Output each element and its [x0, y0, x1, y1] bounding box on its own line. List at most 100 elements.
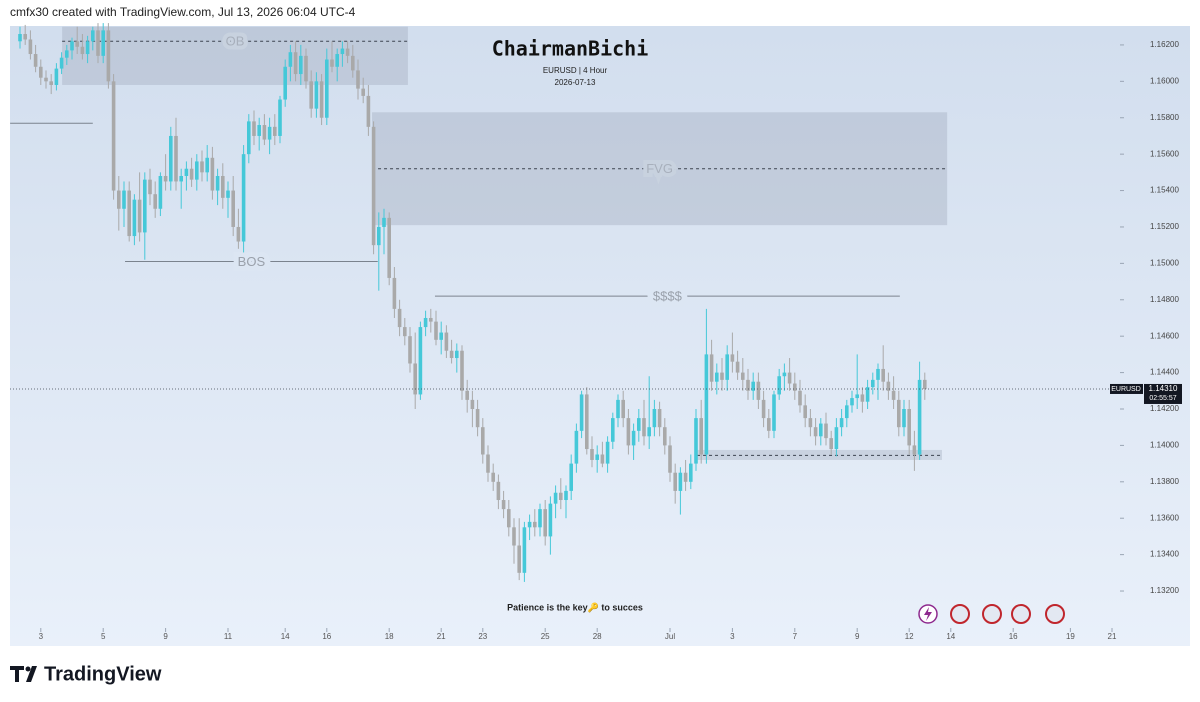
candle-body: [387, 217, 391, 278]
logo-mark: [10, 666, 37, 682]
candle-body: [298, 55, 303, 75]
chart-subtitle: EURUSD | 4 Hour: [543, 66, 608, 75]
candle-body: [912, 445, 917, 455]
candle-body: [865, 387, 870, 402]
candle-body: [184, 168, 189, 176]
level-label: $$$$: [653, 289, 683, 304]
candle-body: [304, 55, 308, 82]
candle-body: [886, 381, 891, 391]
candle-body: [267, 126, 272, 140]
candle-body: [101, 30, 105, 56]
candle-body: [127, 190, 131, 237]
x-tick-label: 9: [163, 632, 168, 641]
x-tick-label: 28: [593, 632, 602, 641]
candle-body: [683, 472, 688, 482]
candle-body: [340, 48, 345, 55]
candle-body: [787, 372, 792, 384]
candle-body: [766, 418, 771, 431]
candle-body: [574, 430, 579, 464]
candle-body: [538, 509, 542, 528]
candle-body: [314, 81, 319, 109]
candle-body: [480, 427, 485, 455]
candle-body: [44, 77, 48, 82]
candle-body: [75, 41, 79, 47]
candle-body: [808, 418, 813, 428]
candle-body: [366, 95, 371, 127]
candle-body: [662, 427, 667, 446]
x-tick-label: 19: [1066, 632, 1075, 641]
candle-body: [142, 179, 147, 233]
candle-body: [283, 66, 287, 100]
candle-body: [486, 454, 490, 473]
y-tick-label: 1.14000: [1150, 441, 1179, 450]
x-tick-label: 11: [224, 632, 233, 641]
candle-body: [720, 372, 724, 380]
candle-body: [678, 472, 683, 491]
candle-body: [704, 354, 709, 455]
candle-body: [460, 350, 464, 391]
x-tick-label: 21: [437, 632, 446, 641]
zone-label: FVG: [646, 161, 673, 176]
candle-body: [673, 472, 677, 491]
event-icon: [982, 604, 1002, 624]
y-tick-label: 1.15800: [1150, 113, 1179, 122]
candle-body: [595, 454, 599, 460]
candle-body: [517, 545, 521, 573]
candle-body: [70, 41, 74, 51]
y-tick-label: 1.14600: [1150, 331, 1179, 340]
y-tick-label: 1.13600: [1150, 513, 1179, 522]
chart-date: 2026-07-13: [555, 78, 596, 87]
candle-body: [413, 363, 417, 395]
candle-body: [761, 399, 766, 419]
candle-body: [148, 179, 152, 195]
candle-body: [444, 332, 449, 351]
candle-body: [844, 405, 849, 419]
candle-body: [626, 418, 631, 446]
candle-body: [262, 125, 267, 140]
candle-body: [870, 379, 875, 388]
candle-body: [392, 277, 397, 309]
candle-body: [397, 308, 402, 328]
candle-body: [278, 99, 282, 136]
candle-body: [543, 509, 547, 537]
candle-body: [241, 154, 246, 242]
candle-body: [579, 394, 584, 431]
y-tick-label: 1.16000: [1150, 76, 1179, 85]
x-tick-label: 14: [946, 632, 955, 641]
candle-body: [189, 168, 194, 180]
y-tick-label: 1.15600: [1150, 149, 1179, 158]
candle-body: [564, 490, 568, 501]
candle-body: [408, 336, 412, 364]
candle-body: [38, 66, 43, 78]
logo-mark: [25, 666, 31, 672]
candle-body: [423, 317, 428, 328]
last-price-label: 1.14310: [1149, 384, 1178, 393]
candle-body: [356, 70, 360, 89]
plot: 1.16200 1.16000 1.15800 1.15600 1.15400 1.152…: [10, 23, 1182, 641]
candle-body: [782, 372, 787, 377]
candle-body: [855, 394, 859, 399]
candle-body: [18, 34, 22, 42]
candle-body: [80, 46, 85, 55]
zone: [62, 26, 408, 85]
zone: [372, 112, 948, 226]
candle-body: [439, 332, 443, 340]
y-tick-label: 1.14800: [1150, 295, 1179, 304]
candle-body: [668, 445, 672, 473]
y-tick-label: 1.16200: [1150, 40, 1179, 49]
candle-body: [512, 527, 516, 546]
x-tick-label: 25: [541, 632, 550, 641]
candle-body: [522, 527, 527, 573]
y-tick-label: 1.13200: [1150, 586, 1179, 595]
candle-body: [652, 408, 657, 428]
x-tick-label: 16: [1009, 632, 1018, 641]
candle-body: [257, 125, 261, 136]
candle-body: [902, 408, 906, 428]
candle-body: [772, 394, 776, 431]
y-tick-label: 1.14400: [1150, 368, 1179, 377]
candle-body: [376, 226, 381, 246]
candle-body: [600, 454, 605, 464]
x-tick-label: 9: [855, 632, 860, 641]
candle-body: [735, 361, 740, 373]
y-tick-label: 1.13800: [1150, 477, 1179, 486]
